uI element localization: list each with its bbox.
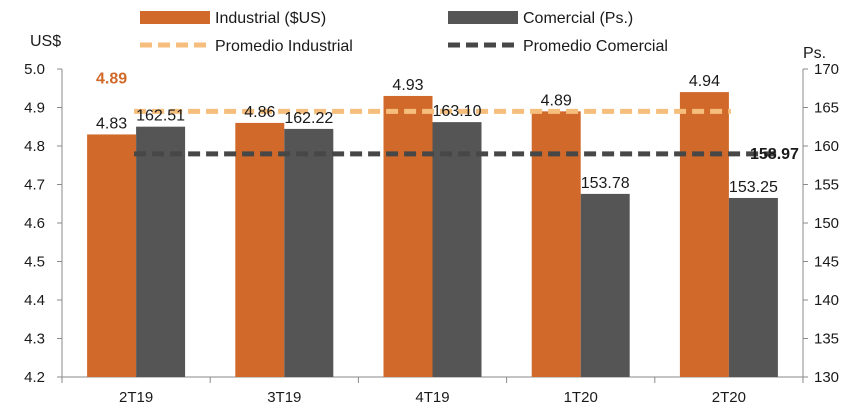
x-tick-label: 4T19 — [415, 389, 449, 406]
legend-label-promedio-comercial: Promedio Comercial — [523, 38, 668, 55]
average-label-comercial: 158.97 — [750, 146, 799, 163]
x-tick-label: 2T20 — [712, 389, 746, 406]
legend-swatch-comercial — [448, 11, 518, 24]
x-tick-label: 3T19 — [267, 389, 301, 406]
data-label-industrial: 4.93 — [392, 77, 423, 94]
left-axis-unit: US$ — [30, 33, 61, 50]
right-tick-label: 140 — [814, 292, 839, 309]
data-label-industrial: 4.94 — [689, 73, 720, 90]
data-label-industrial: 4.83 — [96, 115, 127, 132]
bar-comercial — [136, 126, 186, 377]
left-tick-label: 4.3 — [24, 331, 45, 348]
data-label-comercial: 162.22 — [284, 110, 333, 127]
right-axis-unit: Ps. — [803, 45, 826, 62]
right-tick-label: 135 — [814, 331, 839, 348]
bar-comercial — [284, 128, 334, 377]
right-tick-label: 130 — [814, 369, 839, 386]
bar-industrial — [531, 111, 581, 377]
bar-comercial — [728, 197, 778, 377]
left-tick-label: 4.5 — [24, 254, 45, 271]
plot-area: 5.0 4.9 4.8 4.7 4.6 4.5 4.4 4.3 4.2 170 165 160 155 1… — [24, 61, 839, 406]
right-tick-label: 165 — [814, 100, 839, 117]
legend: Industrial ($US) Comercial (Ps.) Promedi… — [140, 10, 668, 55]
legend-label-promedio-industrial: Promedio Industrial — [215, 38, 353, 55]
left-tick-label: 5.0 — [24, 61, 45, 78]
right-tick-label: 170 — [814, 61, 839, 78]
bar-comercial — [432, 122, 482, 377]
left-tick-label: 4.9 — [24, 100, 45, 117]
left-tick-label: 4.2 — [24, 369, 45, 386]
legend-label-industrial: Industrial ($US) — [215, 10, 326, 27]
right-tick-label: 150 — [814, 215, 839, 232]
bar-industrial — [235, 122, 285, 378]
bar-comercial — [580, 193, 630, 377]
left-tick-label: 4.4 — [24, 292, 45, 309]
data-label-industrial: 4.89 — [541, 92, 572, 109]
right-tick-label: 145 — [814, 254, 839, 271]
legend-swatch-industrial — [140, 11, 210, 24]
data-label-comercial: 162.51 — [136, 108, 185, 125]
legend-label-comercial: Comercial (Ps.) — [523, 10, 633, 27]
data-label-industrial: 4.86 — [244, 104, 275, 121]
data-label-comercial: 153.78 — [581, 175, 630, 192]
bar-industrial — [679, 92, 729, 377]
data-label-comercial: 163.10 — [433, 103, 482, 120]
data-label-comercial: 153.25 — [729, 179, 778, 196]
left-tick-label: 4.6 — [24, 215, 45, 232]
bar-industrial — [383, 95, 433, 377]
x-tick-label: 1T20 — [564, 389, 598, 406]
bar-industrial — [87, 134, 137, 377]
average-label-industrial: 4.89 — [96, 70, 127, 87]
right-tick-label: 160 — [814, 138, 839, 155]
x-tick-label: 2T19 — [119, 389, 153, 406]
left-tick-label: 4.7 — [24, 177, 45, 194]
left-tick-label: 4.8 — [24, 138, 45, 155]
right-tick-label: 155 — [814, 177, 839, 194]
